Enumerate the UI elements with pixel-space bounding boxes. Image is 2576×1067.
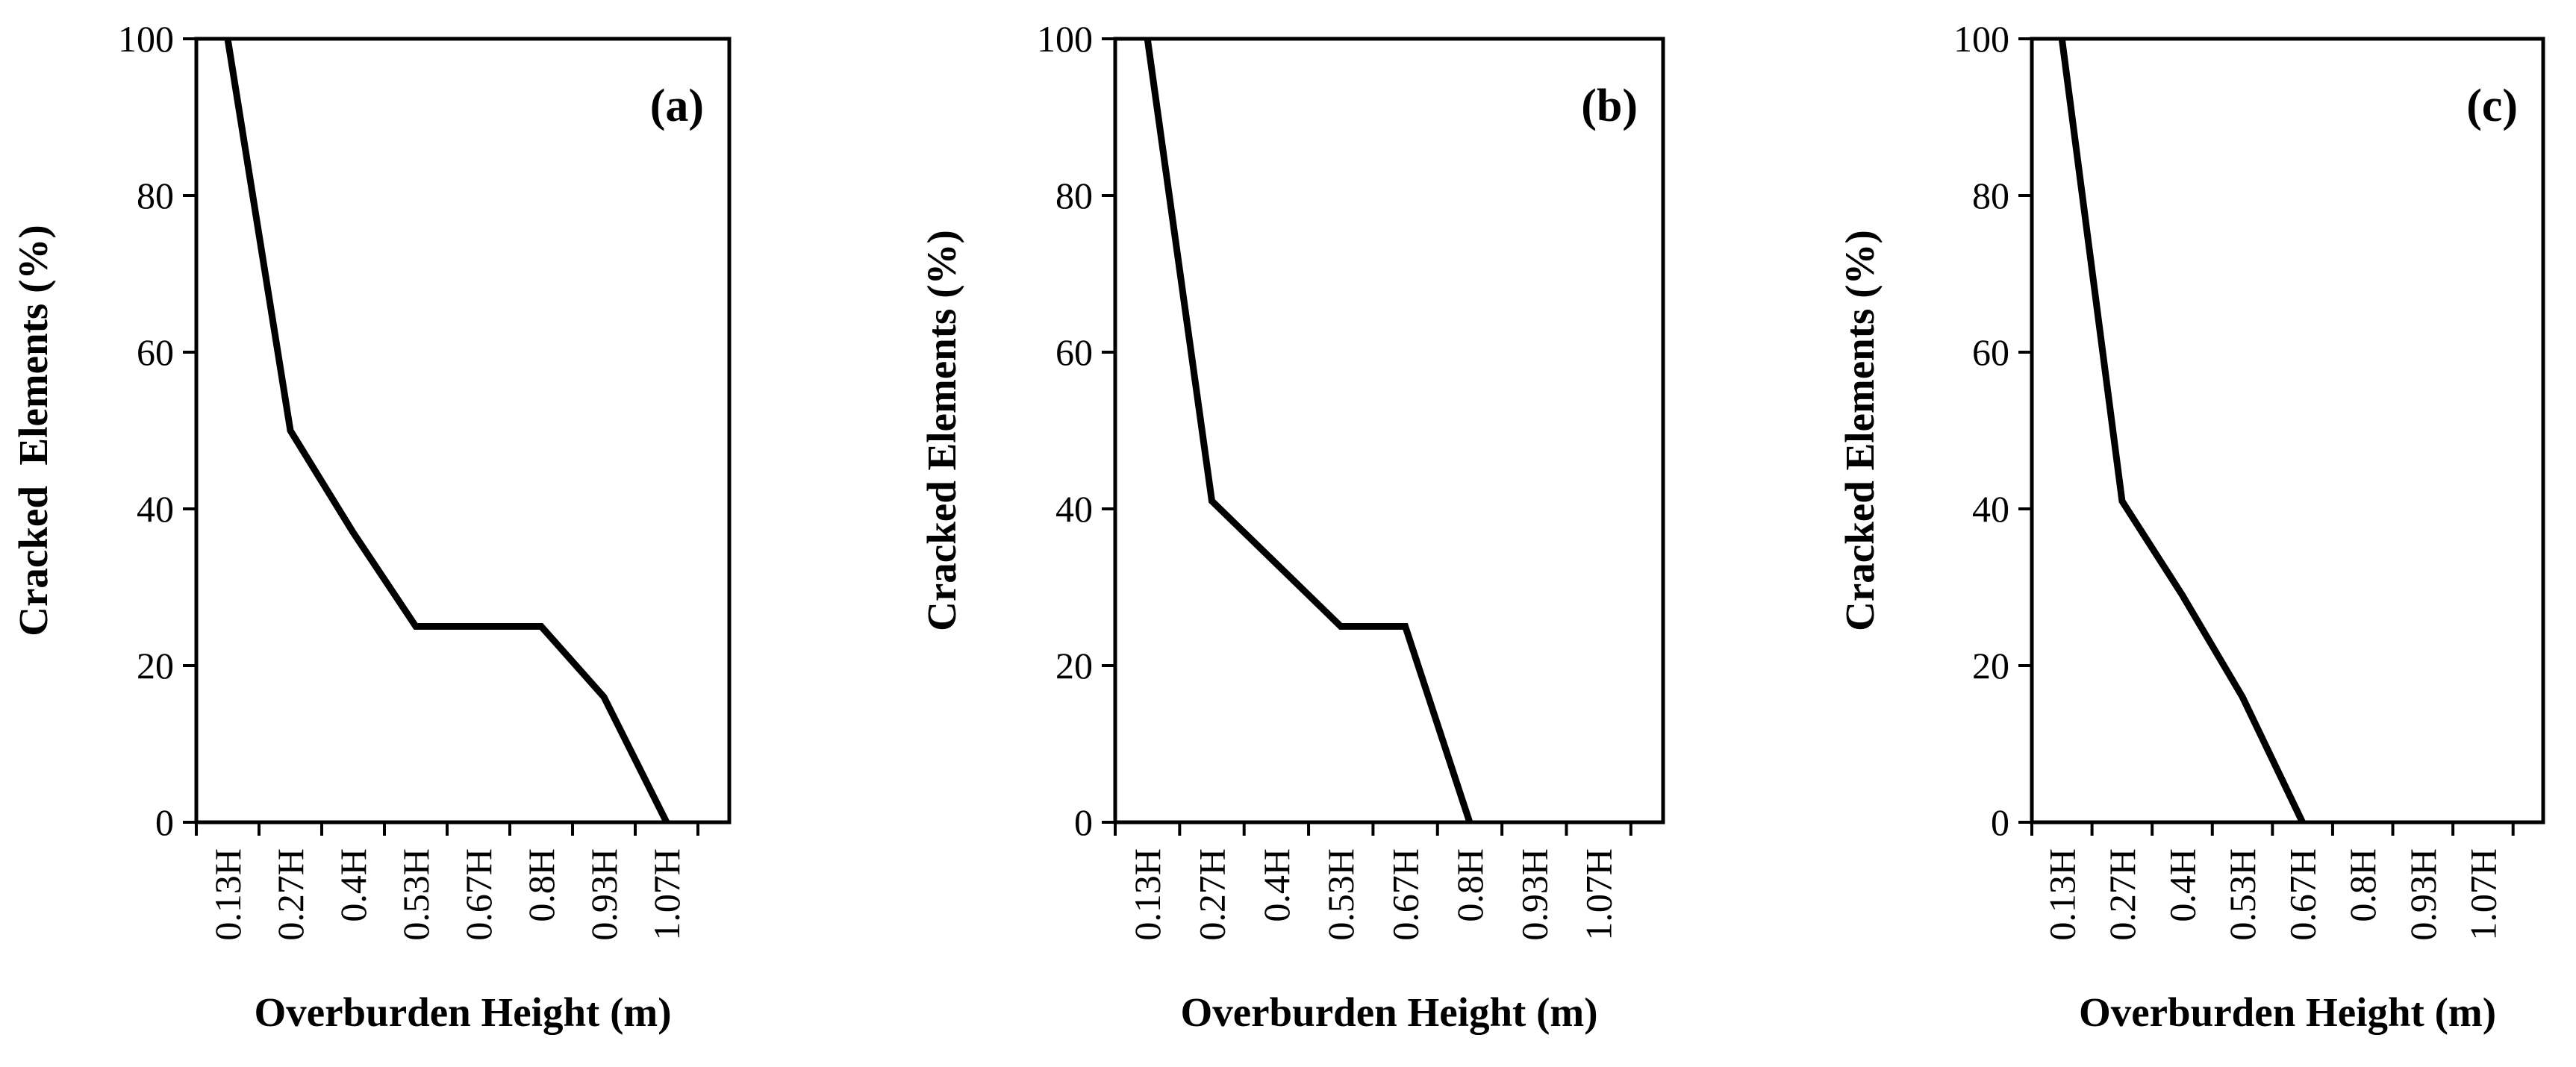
x-tick-label: 0.13H <box>2041 848 2083 941</box>
panel-label: (a) <box>650 81 704 131</box>
x-tick-label: 0.4H <box>332 848 374 922</box>
chart-panel-3: 0 20 40 60 80 100 0.13H 0.27H 0.4H 0.53H 0.67H 0.8H… <box>1837 18 2545 1035</box>
x-tick-label: 0.53H <box>2221 848 2263 941</box>
y-tick-label: 80 <box>1972 175 2009 216</box>
x-tick-label: 0.8H <box>1449 848 1491 922</box>
x-tick-label: 0.67H <box>1385 848 1426 941</box>
y-tick-label: 40 <box>137 488 174 530</box>
panel-label: (b) <box>1581 81 1638 131</box>
series-line <box>224 38 670 824</box>
x-tick-label: 1.07H <box>1578 848 1620 941</box>
x-tick-label: 0.53H <box>1320 848 1362 941</box>
y-tick-label: 100 <box>1037 18 1093 60</box>
x-tick-label: 0.67H <box>458 848 499 941</box>
y-tick-label: 100 <box>118 18 174 60</box>
y-tick-label: 0 <box>1074 801 1093 843</box>
x-tick-label: 0.13H <box>1126 848 1168 941</box>
x-tick-label: 0.13H <box>207 848 249 941</box>
x-tick-label: 0.4H <box>2161 848 2203 922</box>
y-tick-label: 60 <box>1055 331 1093 373</box>
y-axis-title: Cracked Elements (%) <box>1837 230 1883 631</box>
x-tick-label: 0.4H <box>1256 848 1297 922</box>
y-axis-title: Cracked Elements (%) <box>919 230 964 631</box>
x-axis-title: Overburden Height (m) <box>254 989 671 1035</box>
y-tick-label: 40 <box>1055 488 1093 530</box>
x-tick-label: 0.93H <box>1513 848 1555 941</box>
x-tick-label: 0.8H <box>520 848 562 922</box>
x-tick-label: 0.8H <box>2342 848 2383 922</box>
x-tick-label: 0.53H <box>395 848 437 941</box>
y-tick-label: 0 <box>155 801 174 843</box>
x-tick-label: 0.93H <box>2402 848 2444 941</box>
y-tick-label: 20 <box>1972 645 2009 686</box>
y-axis-title: Cracked Elements (%) <box>10 225 56 636</box>
x-tick-label: 1.07H <box>2462 848 2504 941</box>
series-line <box>1144 38 1473 824</box>
x-tick-label: 0.93H <box>583 848 625 941</box>
chart-panel-2: 0 20 40 60 80 100 0.13H 0.27H 0.4H 0.53H 0.67H 0.8H… <box>919 18 1665 1035</box>
y-tick-label: 60 <box>1972 331 2009 373</box>
y-tick-label: 0 <box>1991 801 2009 843</box>
y-tick-label: 80 <box>137 175 174 216</box>
y-tick-label: 20 <box>1055 645 1093 686</box>
y-tick-label: 100 <box>1953 18 2009 60</box>
plot-frame <box>1113 37 1665 824</box>
plot-frame <box>2030 37 2545 824</box>
x-tick-label: 0.27H <box>1191 848 1233 941</box>
chart-panel-1: 0 20 40 60 80 100 0.13H 0.27H 0.4H 0.53H 0.67H 0.8H… <box>10 18 732 1035</box>
y-tick-label: 20 <box>137 645 174 686</box>
x-tick-label: 0.27H <box>2101 848 2143 941</box>
y-tick-label: 60 <box>137 331 174 373</box>
x-tick-label: 0.27H <box>269 848 311 941</box>
series-line <box>2058 38 2306 824</box>
x-axis-title: Overburden Height (m) <box>2079 989 2496 1035</box>
y-tick-label: 80 <box>1055 175 1093 216</box>
x-tick-label: 0.67H <box>2282 848 2324 941</box>
y-tick-label: 40 <box>1972 488 2009 530</box>
plot-frame <box>194 37 732 824</box>
panel-label: (c) <box>2466 81 2518 131</box>
x-axis-title: Overburden Height (m) <box>1180 989 1597 1035</box>
x-tick-label: 1.07H <box>646 848 687 941</box>
